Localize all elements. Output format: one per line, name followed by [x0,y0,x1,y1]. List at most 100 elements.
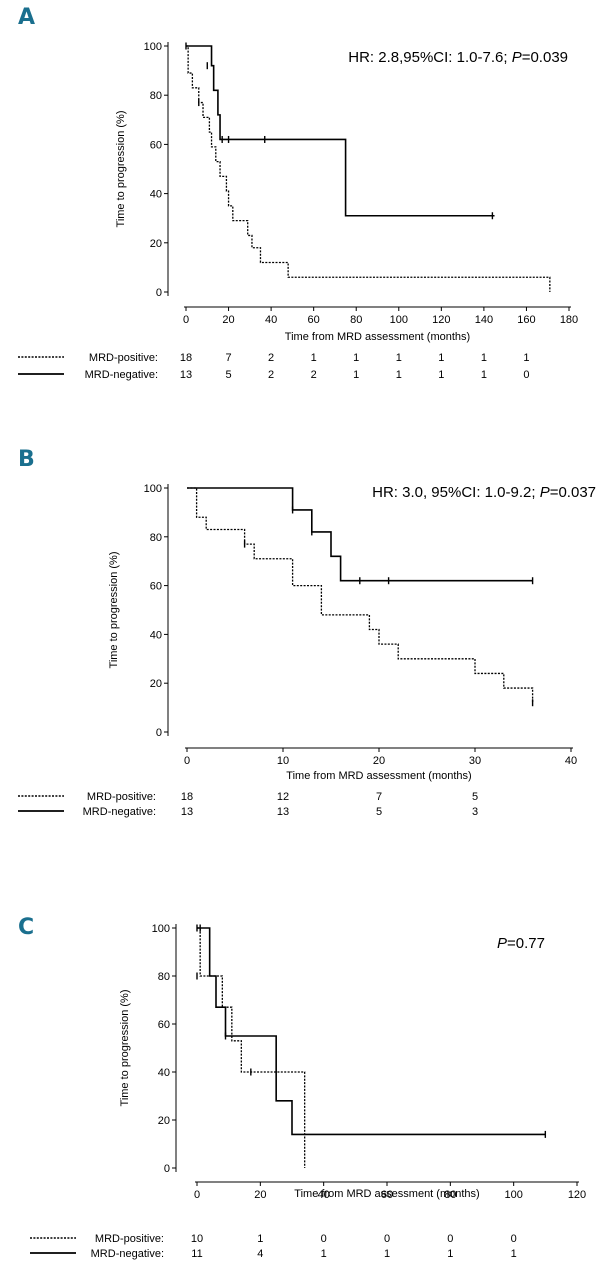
x-axis-title: Time from MRD assessment (months) [294,1188,479,1200]
risk-row-label: MRD-positive: [87,791,156,803]
series-line-mrd-positive [197,927,306,1168]
x-tick-label: 60 [381,1189,393,1201]
x-tick-label: 180 [560,314,578,326]
x-tick-label: 10 [277,755,289,767]
risk-value: 1 [438,369,444,381]
x-tick-label: 40 [265,314,277,326]
risk-value: 13 [181,806,193,818]
y-tick-label: 80 [150,90,162,102]
y-tick-label: 40 [150,189,162,201]
risk-value: 2 [311,369,317,381]
x-tick-label: 120 [432,314,450,326]
panel-a: A0 20 40 60 80 100 120 140 160 180020406080100Tim… [18,5,578,381]
risk-value: 7 [225,352,231,364]
y-tick-label: 0 [164,1163,170,1175]
risk-row-label: MRD-negative: [85,369,158,381]
y-tick-label: 80 [150,532,162,544]
panel-letter: A [18,5,35,30]
risk-value: 1 [511,1248,517,1260]
x-tick-label: 80 [444,1189,456,1201]
risk-row-label: MRD-positive: [89,352,158,364]
y-tick-label: 60 [150,139,162,151]
risk-value: 13 [277,806,289,818]
series-line-mrd-negative [186,45,495,217]
risk-value: 1 [396,369,402,381]
annotation-p-value: =0.77 [507,935,545,952]
y-tick-label: 60 [158,1019,170,1031]
risk-value: 1 [353,352,359,364]
y-tick-label: 40 [150,629,162,641]
series-line-mrd-negative [197,927,546,1136]
risk-value: 10 [191,1233,203,1245]
risk-value: 2 [268,352,274,364]
risk-value: 1 [481,352,487,364]
x-tick-label: 120 [568,1189,586,1201]
series-line-mrd-negative [187,487,533,582]
risk-value: 1 [311,352,317,364]
y-axis-title: Time to progression (%) [108,552,120,669]
y-tick-label: 20 [150,238,162,250]
y-tick-label: 40 [158,1067,170,1079]
y-tick-label: 60 [150,581,162,593]
risk-value: 1 [447,1248,453,1260]
panel-letter: C [18,915,34,940]
x-tick-label: 0 [194,1189,200,1201]
risk-value: 1 [481,369,487,381]
annotation-p-symbol: P [540,484,550,501]
x-tick-label: 20 [222,314,234,326]
risk-value: 3 [472,806,478,818]
risk-value: 11 [191,1248,202,1260]
risk-row-label: MRD-negative: [83,806,156,818]
x-tick-label: 0 [183,314,189,326]
risk-row-label: MRD-negative: [91,1248,164,1260]
annotation-hr: HR: 3.0, 95%CI: 1.0-9.2; [372,484,540,501]
risk-value: 4 [257,1248,263,1260]
risk-value: 0 [321,1233,327,1245]
y-tick-label: 100 [152,923,170,935]
x-axis-title: Time from MRD assessment (months) [285,331,470,343]
y-tick-label: 100 [144,41,162,53]
risk-value: 18 [180,352,192,364]
y-tick-label: 80 [158,971,170,983]
panel-b: B 0 10 20 30 40 0 20 40 60 80 100 Time from MRD asse… [18,447,596,818]
x-tick-label: 20 [373,755,385,767]
x-tick-label: 100 [390,314,408,326]
y-tick-label: 20 [150,678,162,690]
annotation-hr: HR: 2.8,95%CI: 1.0-7.6; [348,49,511,66]
risk-value: 5 [376,806,382,818]
risk-value: 13 [180,369,192,381]
risk-value: 1 [396,352,402,364]
risk-value: 0 [384,1233,390,1245]
y-tick-label: 100 [144,483,162,495]
x-tick-label: 20 [254,1189,266,1201]
risk-value: 7 [376,791,382,803]
annotation-p-symbol: P [497,935,507,952]
panel-letter: B [18,447,35,472]
risk-value: 1 [523,352,529,364]
hr-p-annotation: HR: 3.0, 95%CI: 1.0-9.2; P=0.037 [372,484,596,501]
y-tick-label: 0 [156,287,162,299]
risk-value: 1 [321,1248,327,1260]
series-line-mrd-positive [187,487,534,703]
risk-value: 0 [511,1233,517,1245]
annotation-p-symbol: P [512,49,522,66]
risk-value: 2 [268,369,274,381]
y-axis-title: Time to progression (%) [119,990,131,1107]
risk-value: 1 [257,1233,263,1245]
x-tick-label: 30 [469,755,481,767]
y-tick-label: 0 [156,727,162,739]
risk-value: 1 [384,1248,390,1260]
risk-value: 5 [472,791,478,803]
risk-value: 0 [523,369,529,381]
series-line-mrd-positive [186,45,551,292]
annotation-p-value: =0.039 [522,49,568,66]
x-axis-title: Time from MRD assessment (months) [286,770,471,782]
x-tick-label: 100 [504,1189,522,1201]
risk-value: 0 [447,1233,453,1245]
x-tick-label: 40 [318,1189,330,1201]
risk-value: 5 [225,369,231,381]
risk-row-label: MRD-positive: [95,1233,164,1245]
risk-value: 12 [277,791,289,803]
